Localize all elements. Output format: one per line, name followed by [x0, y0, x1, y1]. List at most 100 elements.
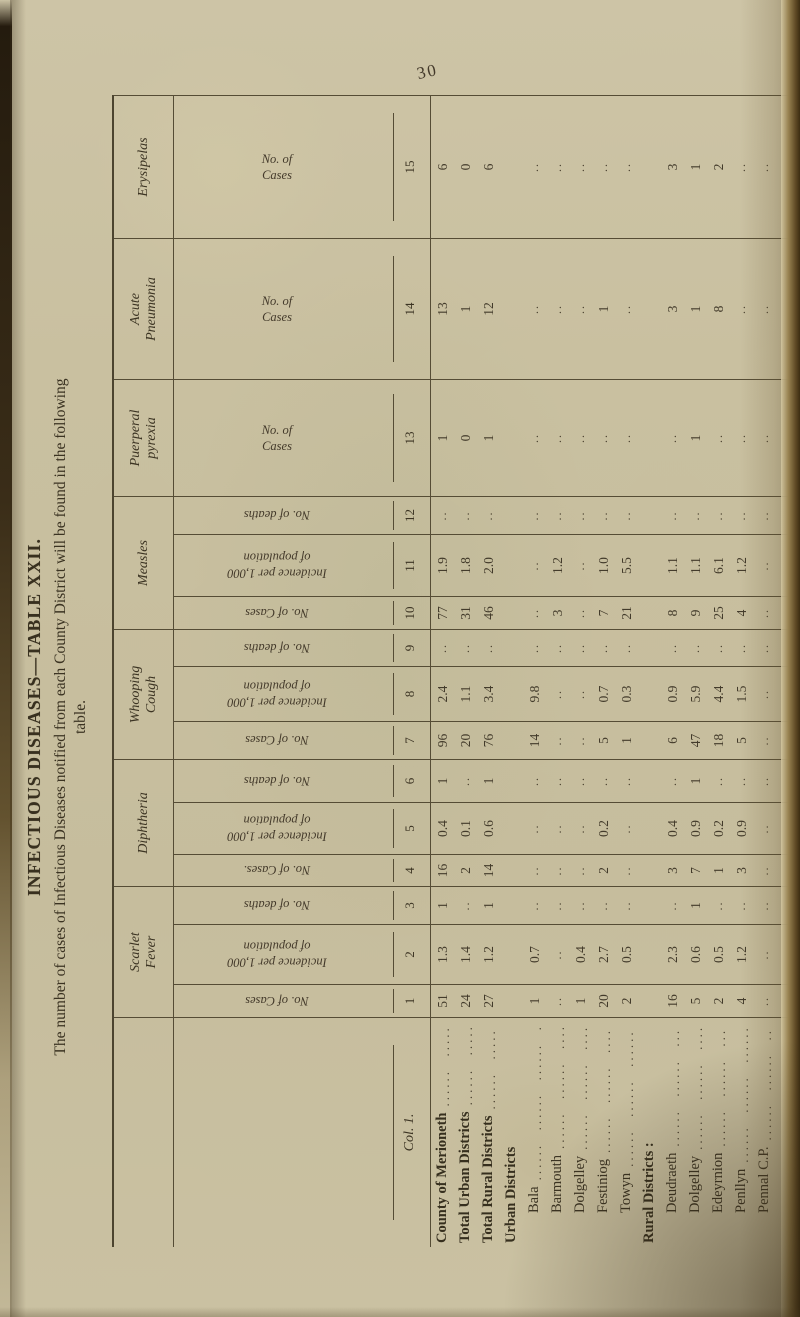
data-cell	[638, 380, 661, 497]
blank-marker: ..	[619, 304, 633, 314]
data-cell: 5.9	[684, 667, 707, 722]
disease-group-header: Puerperal pyrexia	[114, 380, 174, 497]
data-cell: 51	[431, 985, 454, 1018]
column-number: 4	[379, 855, 431, 887]
data-cell: ..	[569, 667, 592, 722]
blank-marker: ..	[573, 823, 587, 834]
data-cell	[638, 925, 661, 985]
data-cell: ..	[569, 597, 592, 630]
data-cell: 2	[615, 985, 638, 1018]
data-cell	[500, 380, 523, 497]
column-subheader-text: No. of Cases	[245, 732, 309, 748]
blank-marker: ..	[573, 865, 587, 876]
data-cell: 0.4	[569, 925, 592, 985]
title-block: INFECTIOUS DISEASES—TABLE XXII. The numb…	[24, 137, 90, 1297]
data-cell	[500, 497, 523, 535]
column-subheader-text: No. of Cases	[245, 605, 309, 621]
data-cell: 0	[454, 380, 477, 497]
blank-marker: ..	[573, 560, 587, 571]
blank-marker: ..	[665, 433, 679, 443]
blank-marker: ..	[665, 643, 679, 653]
blank-marker: ..	[596, 643, 610, 653]
data-cell: ..	[661, 630, 684, 667]
blank-marker: ..	[550, 689, 564, 699]
data-cell: 25	[707, 597, 730, 630]
data-cell: ..	[523, 597, 546, 630]
blank-marker: ..	[550, 900, 564, 911]
data-cell: 0.6	[477, 803, 500, 855]
data-cell: 0.3	[615, 667, 638, 722]
data-cell: 2	[454, 855, 477, 887]
blank-marker: ..	[550, 433, 564, 443]
data-cell: 1	[477, 380, 500, 497]
disease-group-label-line: Erysipelas	[135, 137, 151, 197]
data-cell	[500, 925, 523, 985]
corner-shadow	[500, 1037, 800, 1317]
data-cell	[638, 855, 661, 887]
data-cell: ..	[546, 380, 569, 497]
data-cell	[500, 760, 523, 803]
column-subheader: No. of Cases.	[174, 855, 379, 887]
data-cell	[500, 597, 523, 630]
data-cell: ..	[661, 497, 684, 535]
subheader-line: of population	[242, 939, 311, 954]
column-subheader-text: No. of deaths	[243, 507, 309, 523]
disease-group-label-line: Acute	[127, 293, 143, 325]
subheader-line: No. of Cases	[244, 606, 309, 621]
data-cell: ..	[592, 380, 615, 497]
data-cell: 24	[454, 985, 477, 1018]
subheader-line: No. of Cases	[244, 733, 309, 748]
data-cell: ..	[523, 95, 546, 239]
subheader-line: No. of Cases.	[243, 863, 310, 878]
subheader-line: Cases	[261, 439, 292, 453]
disease-group-label-line: Measles	[135, 540, 151, 586]
data-cell: ..	[523, 887, 546, 925]
data-cell: ..	[523, 497, 546, 535]
blank-marker: ..	[596, 776, 610, 786]
column-subheader: No. of deaths	[174, 760, 379, 803]
data-cell: 4.4	[707, 667, 730, 722]
data-cell: 0.7	[592, 667, 615, 722]
disease-group-header: Measles	[114, 497, 174, 630]
column-number: 8	[379, 667, 431, 722]
data-cell	[500, 630, 523, 667]
blank-marker: ..	[458, 900, 472, 911]
data-cell: 46	[477, 597, 500, 630]
data-cell: 3	[661, 239, 684, 380]
data-cell: 1	[523, 985, 546, 1018]
blank-marker: ..	[527, 608, 541, 618]
data-cell: ..	[569, 630, 592, 667]
blank-marker: ..	[619, 510, 633, 521]
data-cell: 1	[707, 855, 730, 887]
data-cell: ..	[661, 887, 684, 925]
district-name: Total Urban Districts	[457, 1111, 473, 1243]
blank-marker: ..	[481, 510, 495, 521]
district-name: County of Merioneth	[434, 1112, 450, 1244]
data-cell	[638, 535, 661, 597]
subheader-line: No. of Cases	[244, 994, 309, 1009]
data-cell: 1.0	[592, 535, 615, 597]
data-cell: 6.1	[707, 535, 730, 597]
data-cell: 13	[431, 239, 454, 380]
data-cell: 1.1	[661, 535, 684, 597]
data-cell: ..	[523, 855, 546, 887]
district-name: Total Rural Districts	[480, 1115, 496, 1243]
table-corner-spacer	[114, 1018, 174, 1247]
data-cell: 3.4	[477, 667, 500, 722]
data-cell	[500, 985, 523, 1018]
subheader-line: Incidence per 1,000	[226, 695, 327, 710]
blank-marker: ..	[573, 433, 587, 443]
data-cell: ..	[615, 95, 638, 239]
data-cell: ..	[523, 535, 546, 597]
disease-group-header: Whooping Cough	[114, 630, 174, 760]
data-cell: 31	[454, 597, 477, 630]
subheader-line: No. of	[261, 422, 292, 437]
blank-marker: ..	[435, 643, 449, 653]
data-cell	[500, 95, 523, 239]
blank-marker: ..	[596, 900, 610, 911]
data-cell: ..	[569, 887, 592, 925]
disease-group-label-line: Whooping	[127, 665, 143, 724]
column-subheader-text: No. of Cases	[261, 293, 292, 326]
data-cell: ..	[523, 380, 546, 497]
data-cell: ..	[546, 239, 569, 380]
